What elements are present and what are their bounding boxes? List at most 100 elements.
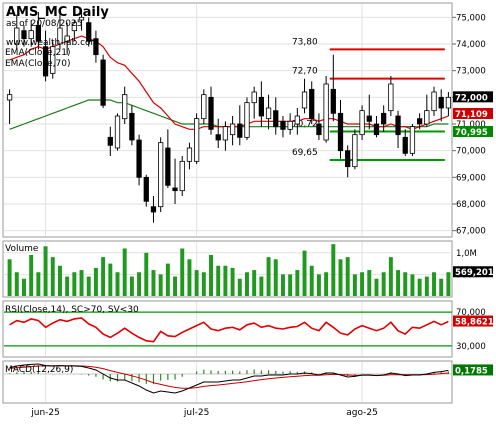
y-tick-label: 75,000 — [456, 13, 486, 23]
candle-down — [42, 46, 49, 77]
y-tick-label: 70,000 — [456, 308, 486, 318]
candle-up — [14, 27, 20, 45]
rsi-panel-frame — [2, 300, 453, 358]
candle-down — [402, 136, 408, 154]
macd-right-labels: 0,1785 — [453, 364, 493, 376]
candle-up — [431, 91, 437, 112]
resistance-level-label: 73,80 — [292, 37, 318, 47]
price-grid — [4, 4, 452, 236]
volume-bar — [295, 270, 300, 296]
rsi-value-label: 58,8621 — [455, 318, 494, 328]
candle-up — [388, 83, 394, 112]
candle-down — [416, 118, 423, 125]
rsi-right-labels: 58,8621 — [453, 315, 494, 328]
volume-bar — [7, 259, 12, 296]
ema70-legend: EMA(Close,70) — [5, 59, 70, 69]
volume-bar — [108, 263, 113, 296]
volume-bar — [417, 278, 422, 296]
volume-bar — [115, 272, 120, 296]
volume-bar — [259, 276, 264, 296]
macd-value-label-bg — [453, 364, 493, 376]
candle-down — [136, 139, 142, 178]
volume-bar — [187, 259, 192, 296]
candle-up — [409, 126, 416, 154]
volume-bar — [22, 278, 26, 296]
rsi-line — [9, 317, 449, 343]
candle-down — [93, 38, 99, 56]
volume-bar — [14, 272, 19, 296]
candle-down — [237, 123, 243, 138]
candle-up — [50, 46, 56, 74]
volume-bar — [122, 248, 127, 296]
volume-bar — [173, 276, 178, 296]
volume-bar — [302, 250, 307, 296]
x-tick-label-ago-25: ago-25 — [346, 408, 378, 418]
price-right-labels: 71,109 72,000 70,995 — [453, 91, 493, 138]
volume-bar — [316, 274, 321, 296]
volume-bar — [86, 276, 91, 296]
volume-bar — [360, 272, 365, 296]
volume-bar — [36, 272, 41, 296]
macd-grid — [4, 362, 452, 402]
volume-bar — [388, 257, 393, 296]
candle-down — [273, 110, 279, 128]
x-axis: jun-25 jul-25 ago-25 — [30, 408, 378, 418]
volume-bar — [252, 270, 257, 296]
candle-down — [215, 134, 221, 141]
volume-bar — [129, 276, 134, 296]
candle-up — [179, 160, 185, 192]
candle-up — [78, 16, 85, 21]
y-tick-label: 71,000 — [456, 120, 486, 130]
candle-up — [244, 102, 250, 138]
volume-bar — [403, 272, 408, 296]
volume-bar — [367, 270, 372, 296]
candle-up — [193, 118, 200, 162]
volume-bar — [180, 248, 185, 296]
candle-up — [222, 126, 229, 141]
y-tick-label: 67,000 — [456, 227, 486, 237]
candle-down — [172, 187, 178, 192]
volume-bar — [331, 244, 336, 296]
volume-bar — [65, 276, 70, 296]
candle-down — [35, 24, 42, 42]
volume-bar — [101, 257, 106, 296]
volume-bar — [230, 267, 235, 296]
candle-down — [316, 123, 322, 136]
candle-up — [323, 83, 329, 141]
volume-bar — [446, 272, 451, 296]
volume-bar — [216, 265, 221, 296]
candle-up — [28, 30, 34, 40]
volume-bar — [396, 270, 401, 296]
y-tick-label: 70,000 — [456, 147, 486, 157]
candle-up — [294, 115, 300, 125]
candle-up — [6, 94, 13, 101]
candle-up — [201, 94, 207, 120]
candle-down — [86, 22, 92, 42]
chart-title: AMS_MC Daily — [6, 5, 109, 20]
volume-bar — [424, 276, 429, 296]
support-level-label: 69,65 — [292, 148, 318, 158]
rsi-value-label-bg — [453, 315, 493, 327]
macd-line — [9, 363, 449, 394]
candle-down — [129, 112, 135, 141]
candle-up — [301, 91, 308, 109]
volume-right-labels: 569,201 — [453, 266, 494, 278]
candle-up — [359, 110, 365, 136]
candle-down — [309, 88, 315, 120]
y-tick-label: 1,0M — [456, 249, 477, 259]
volume-bar — [324, 272, 329, 296]
y-tick-label: 69,000 — [456, 173, 486, 183]
volume-bar — [79, 270, 84, 296]
candle-up — [287, 120, 293, 130]
candle-down — [330, 88, 336, 114]
volume-bar — [245, 272, 249, 296]
candle-down — [366, 115, 372, 122]
volume-bar — [158, 274, 163, 296]
volume-bar — [57, 265, 62, 296]
volume-bar — [266, 257, 271, 296]
candle-down — [21, 30, 27, 40]
volume-bar — [381, 272, 386, 296]
candle-down — [337, 112, 344, 152]
candle-down — [208, 96, 214, 130]
